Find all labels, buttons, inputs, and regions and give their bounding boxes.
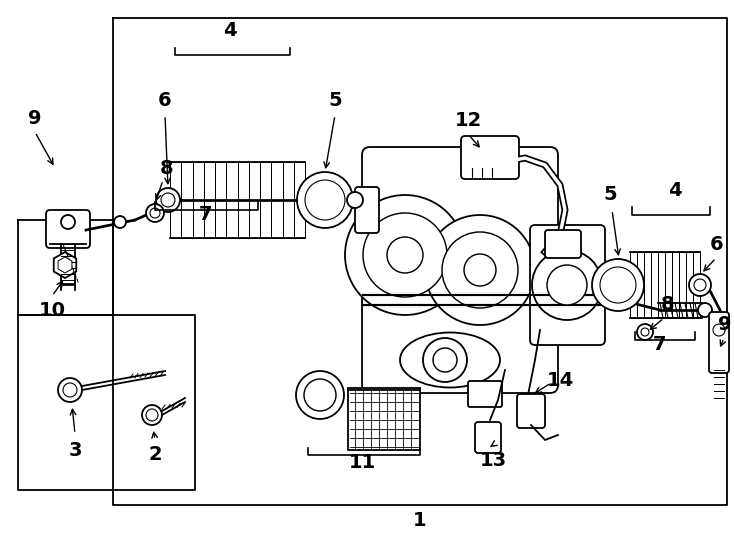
Text: 4: 4: [223, 21, 237, 39]
Polygon shape: [54, 252, 76, 278]
Text: 13: 13: [479, 450, 506, 469]
FancyBboxPatch shape: [46, 210, 90, 248]
Circle shape: [532, 250, 602, 320]
Text: 5: 5: [328, 91, 342, 110]
Text: 12: 12: [454, 111, 482, 130]
Circle shape: [425, 215, 535, 325]
Circle shape: [61, 215, 75, 229]
Text: 1: 1: [413, 510, 426, 530]
Text: 10: 10: [38, 300, 65, 320]
Ellipse shape: [400, 333, 500, 388]
Circle shape: [63, 383, 77, 397]
Circle shape: [387, 237, 423, 273]
Text: 11: 11: [349, 453, 376, 471]
Circle shape: [637, 324, 653, 340]
Circle shape: [689, 274, 711, 296]
Circle shape: [713, 324, 725, 336]
Circle shape: [363, 213, 447, 297]
Circle shape: [600, 267, 636, 303]
Circle shape: [304, 379, 336, 411]
FancyBboxPatch shape: [709, 312, 729, 373]
Circle shape: [641, 328, 649, 336]
Circle shape: [146, 204, 164, 222]
Circle shape: [297, 172, 353, 228]
FancyBboxPatch shape: [355, 187, 379, 233]
Circle shape: [345, 195, 465, 315]
Text: 6: 6: [711, 235, 724, 254]
Text: 2: 2: [148, 446, 161, 464]
Circle shape: [442, 232, 518, 308]
Text: 14: 14: [546, 370, 574, 389]
Circle shape: [547, 265, 587, 305]
Circle shape: [694, 279, 706, 291]
Circle shape: [592, 259, 644, 311]
Circle shape: [347, 192, 363, 208]
Circle shape: [114, 216, 126, 228]
Text: 9: 9: [28, 109, 42, 127]
FancyBboxPatch shape: [545, 230, 581, 258]
Circle shape: [146, 409, 158, 421]
Circle shape: [423, 338, 467, 382]
Text: 3: 3: [68, 441, 81, 460]
Circle shape: [142, 405, 162, 425]
Text: 7: 7: [198, 206, 211, 225]
Circle shape: [305, 180, 345, 220]
Polygon shape: [58, 257, 72, 273]
FancyBboxPatch shape: [475, 422, 501, 453]
Circle shape: [161, 193, 175, 207]
Circle shape: [156, 188, 180, 212]
Circle shape: [464, 254, 496, 286]
Text: 7: 7: [653, 335, 666, 354]
Circle shape: [296, 371, 344, 419]
Text: 4: 4: [668, 180, 682, 199]
FancyBboxPatch shape: [461, 136, 519, 179]
FancyBboxPatch shape: [468, 381, 502, 407]
FancyBboxPatch shape: [517, 394, 545, 428]
Text: 5: 5: [603, 186, 617, 205]
Text: 8: 8: [160, 159, 174, 178]
Circle shape: [150, 208, 160, 218]
FancyBboxPatch shape: [348, 388, 420, 450]
FancyBboxPatch shape: [530, 225, 605, 345]
FancyBboxPatch shape: [362, 147, 558, 393]
Text: 6: 6: [159, 91, 172, 110]
Text: 9: 9: [719, 315, 732, 334]
Circle shape: [433, 348, 457, 372]
Circle shape: [698, 303, 712, 317]
Text: 8: 8: [661, 295, 675, 314]
Circle shape: [58, 378, 82, 402]
